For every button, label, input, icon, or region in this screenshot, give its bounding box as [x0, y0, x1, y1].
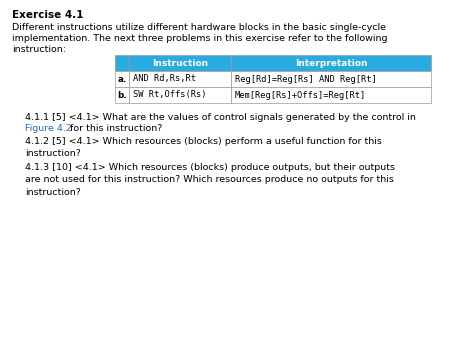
Text: Mem[Reg[Rs]+Offs]=Reg[Rt]: Mem[Reg[Rs]+Offs]=Reg[Rt]: [235, 91, 366, 99]
Text: Interpretation: Interpretation: [295, 58, 367, 68]
Bar: [231, 55, 431, 71]
Bar: [231, 71, 431, 87]
Bar: [115, 87, 129, 103]
Bar: [231, 87, 431, 103]
Text: SW Rt,Offs(Rs): SW Rt,Offs(Rs): [133, 91, 207, 99]
Text: a.: a.: [117, 74, 126, 83]
Text: 4.1.2 [5] <4.1> Which resources (blocks) perform a useful function for this
inst: 4.1.2 [5] <4.1> Which resources (blocks)…: [25, 137, 382, 159]
Bar: [115, 71, 129, 87]
Text: implementation. The next three problems in this exercise refer to the following: implementation. The next three problems …: [12, 34, 387, 43]
Text: Different instructions utilize different hardware blocks in the basic single-cyc: Different instructions utilize different…: [12, 23, 386, 32]
Text: b.: b.: [117, 91, 127, 99]
Bar: [129, 87, 231, 103]
Text: AND Rd,Rs,Rt: AND Rd,Rs,Rt: [133, 74, 196, 83]
Text: instruction:: instruction:: [12, 45, 66, 54]
Text: for this instruction?: for this instruction?: [67, 124, 162, 133]
Text: 4.1.3 [10] <4.1> Which resources (blocks) produce outputs, but their outputs
are: 4.1.3 [10] <4.1> Which resources (blocks…: [25, 163, 395, 197]
Text: Exercise 4.1: Exercise 4.1: [12, 10, 84, 20]
Bar: [129, 55, 231, 71]
Text: Instruction: Instruction: [152, 58, 208, 68]
Bar: [115, 55, 129, 71]
Text: Figure 4.2: Figure 4.2: [25, 124, 72, 133]
Text: 4.1.1 [5] <4.1> What are the values of control signals generated by the control : 4.1.1 [5] <4.1> What are the values of c…: [25, 113, 416, 122]
Text: Reg[Rd]=Reg[Rs] AND Reg[Rt]: Reg[Rd]=Reg[Rs] AND Reg[Rt]: [235, 74, 377, 83]
Bar: [129, 71, 231, 87]
